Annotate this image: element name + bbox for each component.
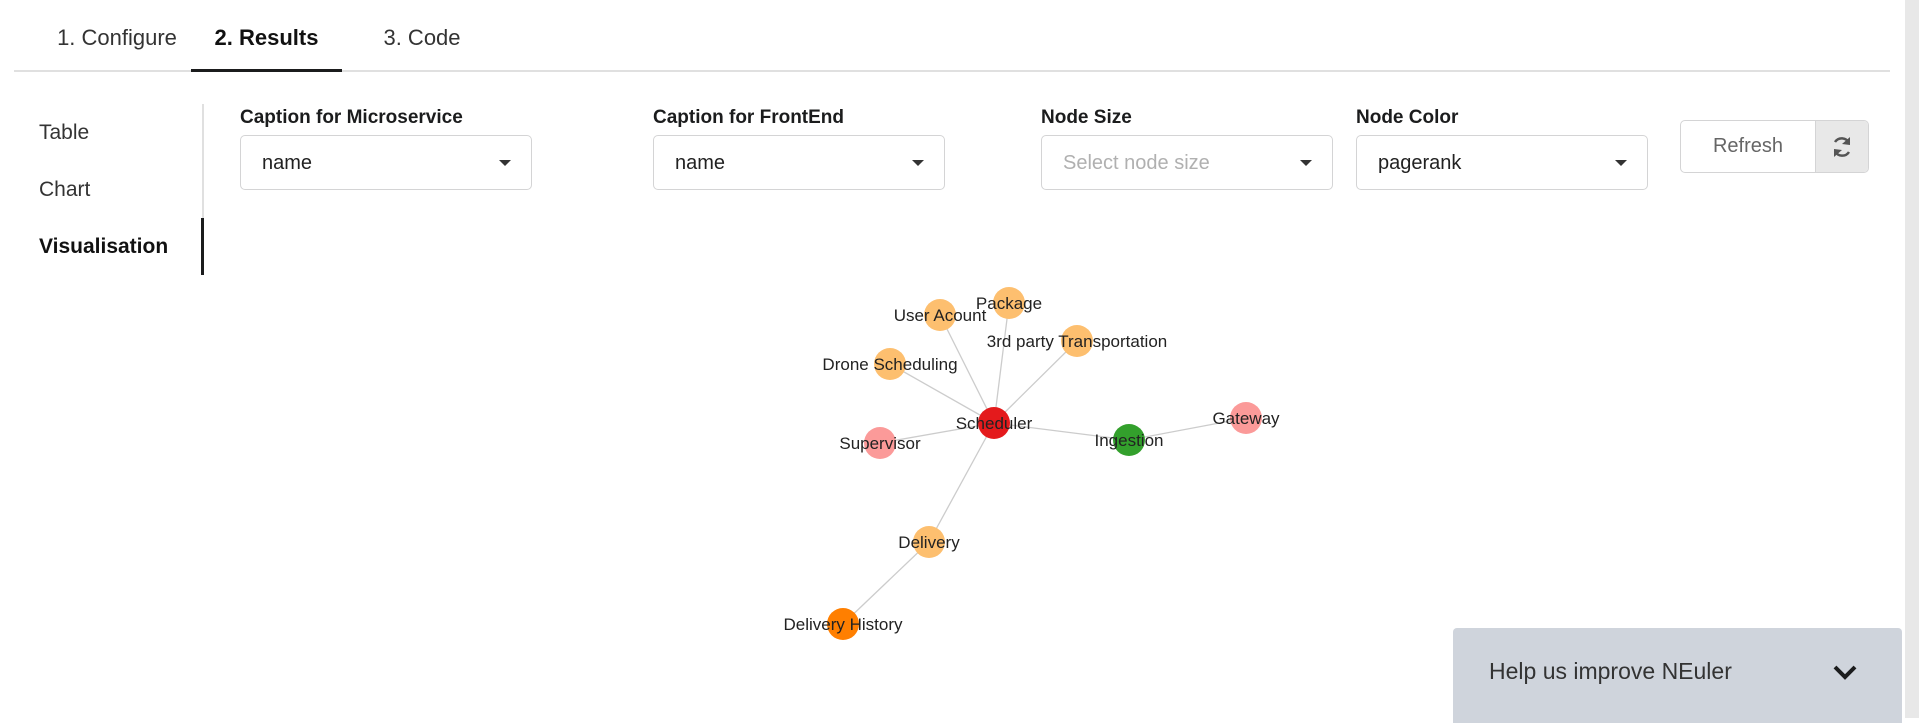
results-tab-bar: 1. Configure 2. Results 3. Code [14,0,1890,72]
graph-node-label-ingestion: Ingestion [1095,431,1164,450]
node-size-placeholder: Select node size [1063,152,1210,174]
graph-edge-scheduler-package [993,302,1010,424]
dropdown-caret-icon [912,160,924,166]
caption-microservice-label: Caption for Microservice [240,107,463,128]
node-color-label: Node Color [1356,107,1459,128]
node-color-dropdown[interactable]: pagerank [1356,135,1648,190]
graph-node-delivery[interactable] [913,526,945,558]
graph-node-label-delivery_history: Delivery History [783,615,903,634]
tab-results[interactable]: 2. Results [191,0,342,72]
tab-code[interactable]: 3. Code [383,25,461,50]
graph-node-label-scheduler: Scheduler [956,414,1033,433]
graph-node-scheduler[interactable] [978,407,1010,439]
sidebar-item-visualisation[interactable]: Visualisation [0,218,204,275]
graph-node-supervisor[interactable] [864,427,896,459]
results-sidebar: Table Chart Visualisation [0,104,204,275]
caption-frontend-value: name [675,152,726,174]
graph-node-third_party[interactable] [1061,325,1093,357]
feedback-text: Help us improve NEuler [1489,658,1732,684]
graph-node-ingestion[interactable] [1113,424,1145,456]
caption-frontend-field: Caption for FrontEnd name [653,107,945,190]
tab-configure[interactable]: 1. Configure [57,25,177,50]
graph-node-label-user_acount: User Acount [894,306,987,325]
sidebar-item-chart[interactable]: Chart [0,161,204,218]
graph-edge-delivery-delivery_history [842,541,930,625]
graph-node-drone_scheduling[interactable] [874,348,906,380]
node-size-field: Node Size Select node size [1041,107,1333,190]
sidebar-item-table[interactable]: Table [0,104,204,161]
graph-node-gateway[interactable] [1230,402,1262,434]
graph-edge-scheduler-ingestion [993,422,1130,441]
node-color-value: pagerank [1378,152,1462,174]
caption-frontend-label: Caption for FrontEnd [653,107,845,128]
node-size-dropdown[interactable]: Select node size [1041,135,1333,190]
graph-node-label-third_party: 3rd party Transportation [987,332,1167,351]
graph-edge-ingestion-gateway [1128,417,1247,441]
graph-node-label-supervisor: Supervisor [839,434,921,453]
caption-microservice-dropdown[interactable]: name [240,135,532,190]
page-scrollbar[interactable] [1905,0,1919,718]
node-color-field: Node Color pagerank [1356,107,1648,190]
graph-edge-scheduler-user_acount [939,314,995,424]
node-size-label: Node Size [1041,107,1132,128]
graph-node-package[interactable] [993,287,1025,319]
refresh-icon[interactable] [1815,121,1868,172]
dropdown-caret-icon [1300,160,1312,166]
refresh-button[interactable]: Refresh [1712,135,1784,157]
graph-edge-scheduler-third_party [993,340,1078,424]
chevron-down-icon[interactable] [1832,664,1858,687]
dropdown-caret-icon [499,160,511,166]
refresh-button-group: Refresh [1680,120,1869,173]
graph-edge-scheduler-delivery [928,422,995,543]
dropdown-caret-icon [1615,160,1627,166]
caption-microservice-field: Caption for Microservice name [240,107,532,190]
graph-node-label-drone_scheduling: Drone Scheduling [822,355,957,374]
caption-microservice-value: name [262,152,313,174]
graph-edge-scheduler-drone_scheduling [889,363,995,424]
graph-node-delivery_history[interactable] [827,608,859,640]
graph-edge-scheduler-supervisor [879,422,995,444]
graph-node-user_acount[interactable] [924,299,956,331]
feedback-widget[interactable]: Help us improve NEuler [1453,628,1902,723]
caption-frontend-dropdown[interactable]: name [653,135,945,190]
graph-node-label-package: Package [976,294,1042,313]
graph-node-label-delivery: Delivery [898,533,960,552]
graph-node-label-gateway: Gateway [1212,409,1280,428]
